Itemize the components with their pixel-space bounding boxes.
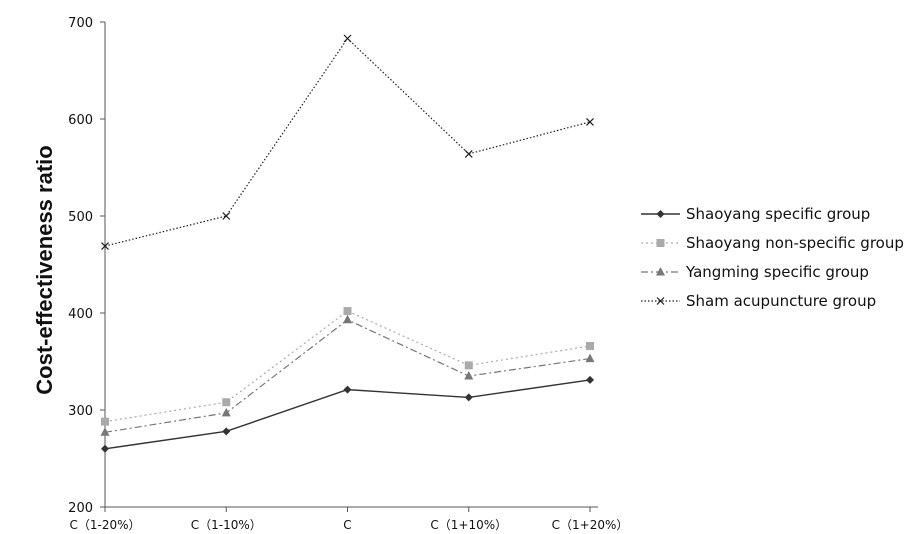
y-tick-label: 300 bbox=[68, 404, 93, 419]
legend-item: Yangming specific group bbox=[641, 263, 869, 281]
data-point bbox=[222, 427, 231, 436]
data-point bbox=[343, 314, 352, 324]
data-point bbox=[464, 149, 473, 158]
y-tick-label: 600 bbox=[68, 113, 93, 128]
legend-label: Yangming specific group bbox=[685, 263, 869, 281]
axes bbox=[100, 21, 598, 512]
data-point bbox=[464, 361, 473, 370]
y-tick-label: 500 bbox=[68, 210, 93, 225]
x-tick-label: C bbox=[343, 518, 351, 532]
y-tick-label: 200 bbox=[68, 501, 93, 516]
legend-item: Sham acupuncture group bbox=[641, 292, 876, 310]
legend-marker bbox=[656, 239, 665, 247]
data-point bbox=[343, 385, 352, 394]
data-point bbox=[586, 341, 594, 350]
series-2 bbox=[101, 307, 594, 426]
data-point bbox=[100, 427, 110, 436]
series-4 bbox=[101, 34, 594, 250]
data-point bbox=[222, 212, 231, 220]
data-point bbox=[101, 417, 109, 426]
x-tick-label: C（1-10%） bbox=[191, 518, 262, 532]
legend-marker bbox=[656, 297, 665, 305]
legend-label: Shaoyang non-specific group bbox=[686, 234, 904, 252]
legend-label: Shaoyang specific group bbox=[686, 205, 870, 223]
data-point bbox=[586, 375, 594, 384]
y-axis-label: Cost-effectiveness ratio bbox=[32, 145, 57, 394]
series-group bbox=[100, 34, 595, 453]
series-3 bbox=[100, 314, 595, 436]
y-tick-label: 400 bbox=[68, 307, 93, 322]
data-point bbox=[585, 353, 595, 363]
legend-marker bbox=[656, 267, 665, 276]
data-point bbox=[464, 393, 473, 402]
data-point bbox=[464, 371, 474, 380]
series-1 bbox=[101, 375, 594, 453]
legend-label: Sham acupuncture group bbox=[686, 292, 876, 310]
data-point bbox=[586, 117, 594, 126]
legend-item: Shaoyang specific group bbox=[641, 205, 870, 223]
series-line bbox=[104, 37, 591, 247]
y-tick-labels: 200 300 400 500 600 700 bbox=[68, 16, 93, 516]
series-line bbox=[104, 319, 591, 433]
data-point bbox=[101, 242, 109, 250]
legend-item: Shaoyang non-specific group bbox=[641, 234, 904, 252]
data-point bbox=[101, 444, 109, 453]
x-tick-label: C（1+20%） bbox=[552, 518, 629, 532]
x-tick-label: C（1+10%） bbox=[430, 518, 507, 532]
x-tick-labels: C（1-20%） C（1-10%） C C（1+10%） C（1+20%） bbox=[69, 518, 628, 532]
data-point bbox=[221, 407, 231, 417]
y-tick-label: 700 bbox=[68, 16, 93, 31]
data-point bbox=[343, 307, 352, 316]
x-tick-label: C（1-20%） bbox=[69, 518, 140, 532]
data-point bbox=[222, 398, 231, 407]
legend-marker bbox=[656, 210, 665, 218]
series-line bbox=[104, 310, 591, 423]
legend: Shaoyang specific group Shaoyang non-spec… bbox=[641, 205, 904, 310]
data-point bbox=[343, 34, 352, 43]
